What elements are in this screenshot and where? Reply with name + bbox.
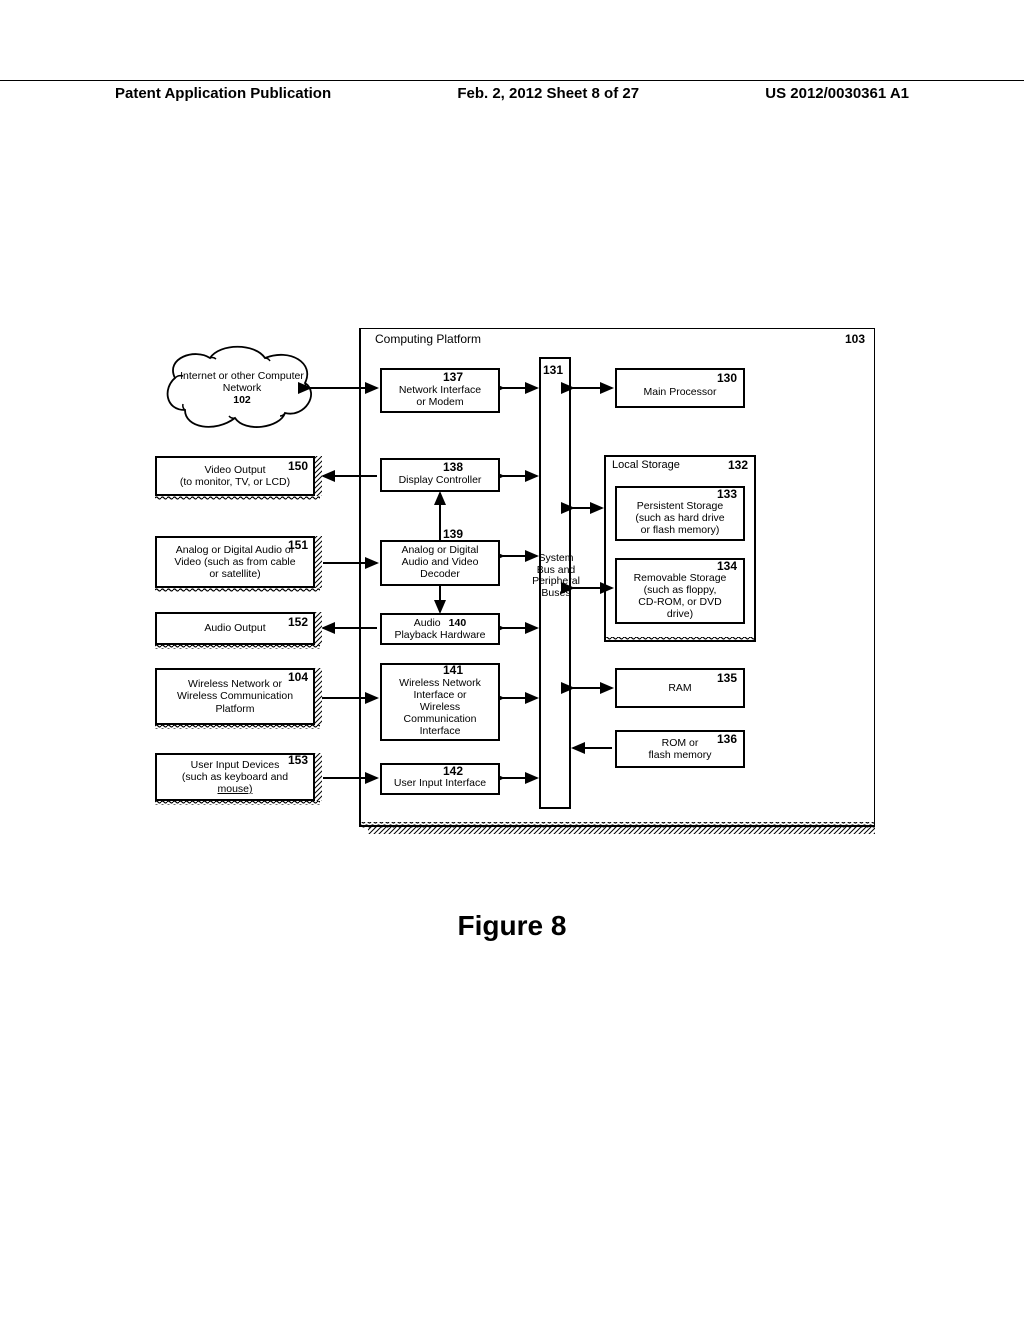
box-av-input: 151 Analog or Digital Audio or Video (su… [155,536,315,588]
ref-131: 131 [543,363,563,377]
figure-caption: Figure 8 [0,910,1024,942]
ref-132: 132 [728,458,748,472]
local-storage-label: Local Storage [612,459,680,471]
ref-135: 135 [717,672,737,686]
box-main-processor: 130 Main Processor [615,368,745,408]
computing-platform-label: Computing Platform [375,332,481,346]
bus-label: System Bus and Peripheral Buses [530,553,582,599]
header-right: US 2012/0030361 A1 [765,85,909,102]
ref-140: 140 [449,617,467,629]
box-video-output: 150 Video Output (to monitor, TV, or LCD… [155,456,315,496]
ref-151: 151 [288,539,308,553]
box-rom: 136 ROM or flash memory [615,730,745,768]
ref-134: 134 [717,560,737,574]
header-center: Feb. 2, 2012 Sheet 8 of 27 [457,85,639,102]
page-header: Patent Application Publication Feb. 2, 2… [0,80,1024,102]
box-persistent-storage: 133 Persistent Storage (such as hard dri… [615,486,745,541]
cloud-line1: Internet or other Computer [177,370,307,382]
cloud-line2: Network [177,382,307,394]
box-user-input-interface: 142 User Input Interface [380,763,500,795]
ref-141: 141 [443,664,463,678]
ref-102: 102 [177,394,307,406]
box-audio-output: 152 Audio Output [155,612,315,645]
box-av-decoder: 139 Analog or Digital Audio and Video De… [380,540,500,586]
ref-139: 139 [443,528,463,542]
ref-152: 152 [288,616,308,630]
ref-103: 103 [845,332,865,346]
header-left: Patent Application Publication [115,85,331,102]
ref-137: 137 [443,371,463,385]
ref-153: 153 [288,754,308,768]
ref-138: 138 [443,461,463,475]
ref-150: 150 [288,460,308,474]
box-ram: 135 RAM [615,668,745,708]
box-removable-storage: 134 Removable Storage (such as floppy, C… [615,558,745,624]
box-wireless-interface: 141 Wireless Network Interface or Wirele… [380,663,500,741]
ref-133: 133 [717,488,737,502]
ref-142: 142 [443,765,463,779]
figure-8-diagram: Computing Platform 103 Internet or other… [155,328,875,828]
box-wireless-platform: 104 Wireless Network or Wireless Communi… [155,668,315,725]
cloud-internet: Internet or other Computer Network 102 [177,370,307,406]
box-user-input-devices: 153 User Input Devices (such as keyboard… [155,753,315,801]
ref-136: 136 [717,733,737,747]
ref-104: 104 [288,671,308,685]
box-audio-playback: Audio 140 Playback Hardware [380,613,500,645]
box-display-controller: 138 Display Controller [380,458,500,492]
box-network-interface: 137 Network Interface or Modem [380,368,500,413]
ref-130: 130 [717,372,737,386]
